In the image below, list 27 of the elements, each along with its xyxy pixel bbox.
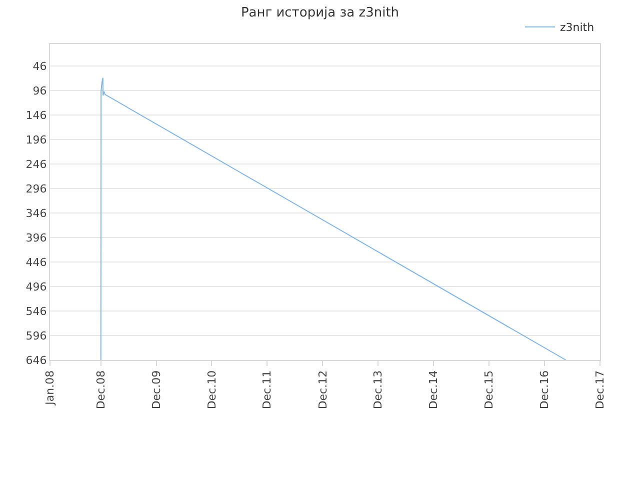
y-tick-label: 296 — [26, 182, 47, 196]
legend-label: z3nith — [560, 21, 594, 34]
x-tick-label: Dec.08 — [94, 370, 108, 410]
x-tick-label: Dec.09 — [150, 370, 163, 410]
y-tick-label: 146 — [26, 108, 47, 122]
x-tick-label: Dec.15 — [482, 370, 496, 410]
y-tick-label: 396 — [26, 231, 47, 244]
x-tick-label: Dec.10 — [205, 370, 218, 410]
x-tick-label: Jan.08 — [44, 370, 57, 406]
y-tick-label: 496 — [26, 280, 47, 294]
x-tick-label: Dec.12 — [316, 370, 330, 410]
y-tick-label: 596 — [26, 329, 47, 342]
x-tick-label: Dec.11 — [260, 370, 274, 410]
y-tick-label: 246 — [26, 158, 47, 171]
y-tick-label: 96 — [32, 84, 47, 98]
y-tick-label: 446 — [26, 256, 47, 269]
line-series — [100, 77, 566, 360]
chart-title: Ранг историја за z3nith — [240, 5, 400, 20]
y-tick-label: 646 — [26, 354, 47, 367]
x-tick-label: Dec.14 — [427, 370, 440, 410]
y-tick-label: 196 — [26, 133, 47, 146]
x-tick-label: Dec.16 — [538, 370, 552, 410]
x-tick-label: Dec.13 — [372, 370, 385, 410]
y-tick-label: 346 — [26, 206, 47, 220]
y-tick-label: 546 — [26, 304, 47, 318]
y-tick-label: 46 — [32, 60, 47, 73]
x-tick-label: Dec.17 — [594, 370, 607, 410]
